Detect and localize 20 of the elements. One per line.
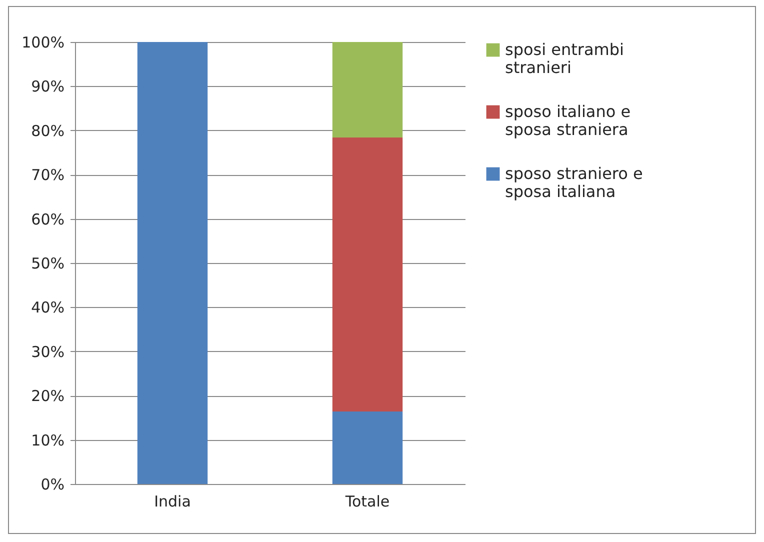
y-tick-label: 60% [31,210,64,228]
legend-label: sposi entrambi stranieri [505,40,624,77]
y-tick-label: 100% [22,34,64,52]
x-tick-label: Totale [344,492,390,510]
bar [332,42,403,138]
y-tick-label: 10% [31,431,64,450]
y-tick-label: 30% [31,342,64,361]
y-tick-label: 50% [31,254,64,272]
bar [137,42,208,484]
y-tick-label: 0% [40,476,64,494]
y-tick-label: 20% [31,387,64,406]
y-tick-label: 70% [31,166,64,184]
x-tick-label: India [154,492,191,510]
y-tick-label: 80% [31,122,64,140]
y-tick-label: 40% [31,298,64,317]
legend-label: sposo straniero e sposa italiana [505,164,643,201]
legend-label: sposo italiano e sposa straniera [505,102,631,139]
bar [332,412,403,484]
y-tick-label: 90% [31,78,64,96]
bar [332,137,403,412]
